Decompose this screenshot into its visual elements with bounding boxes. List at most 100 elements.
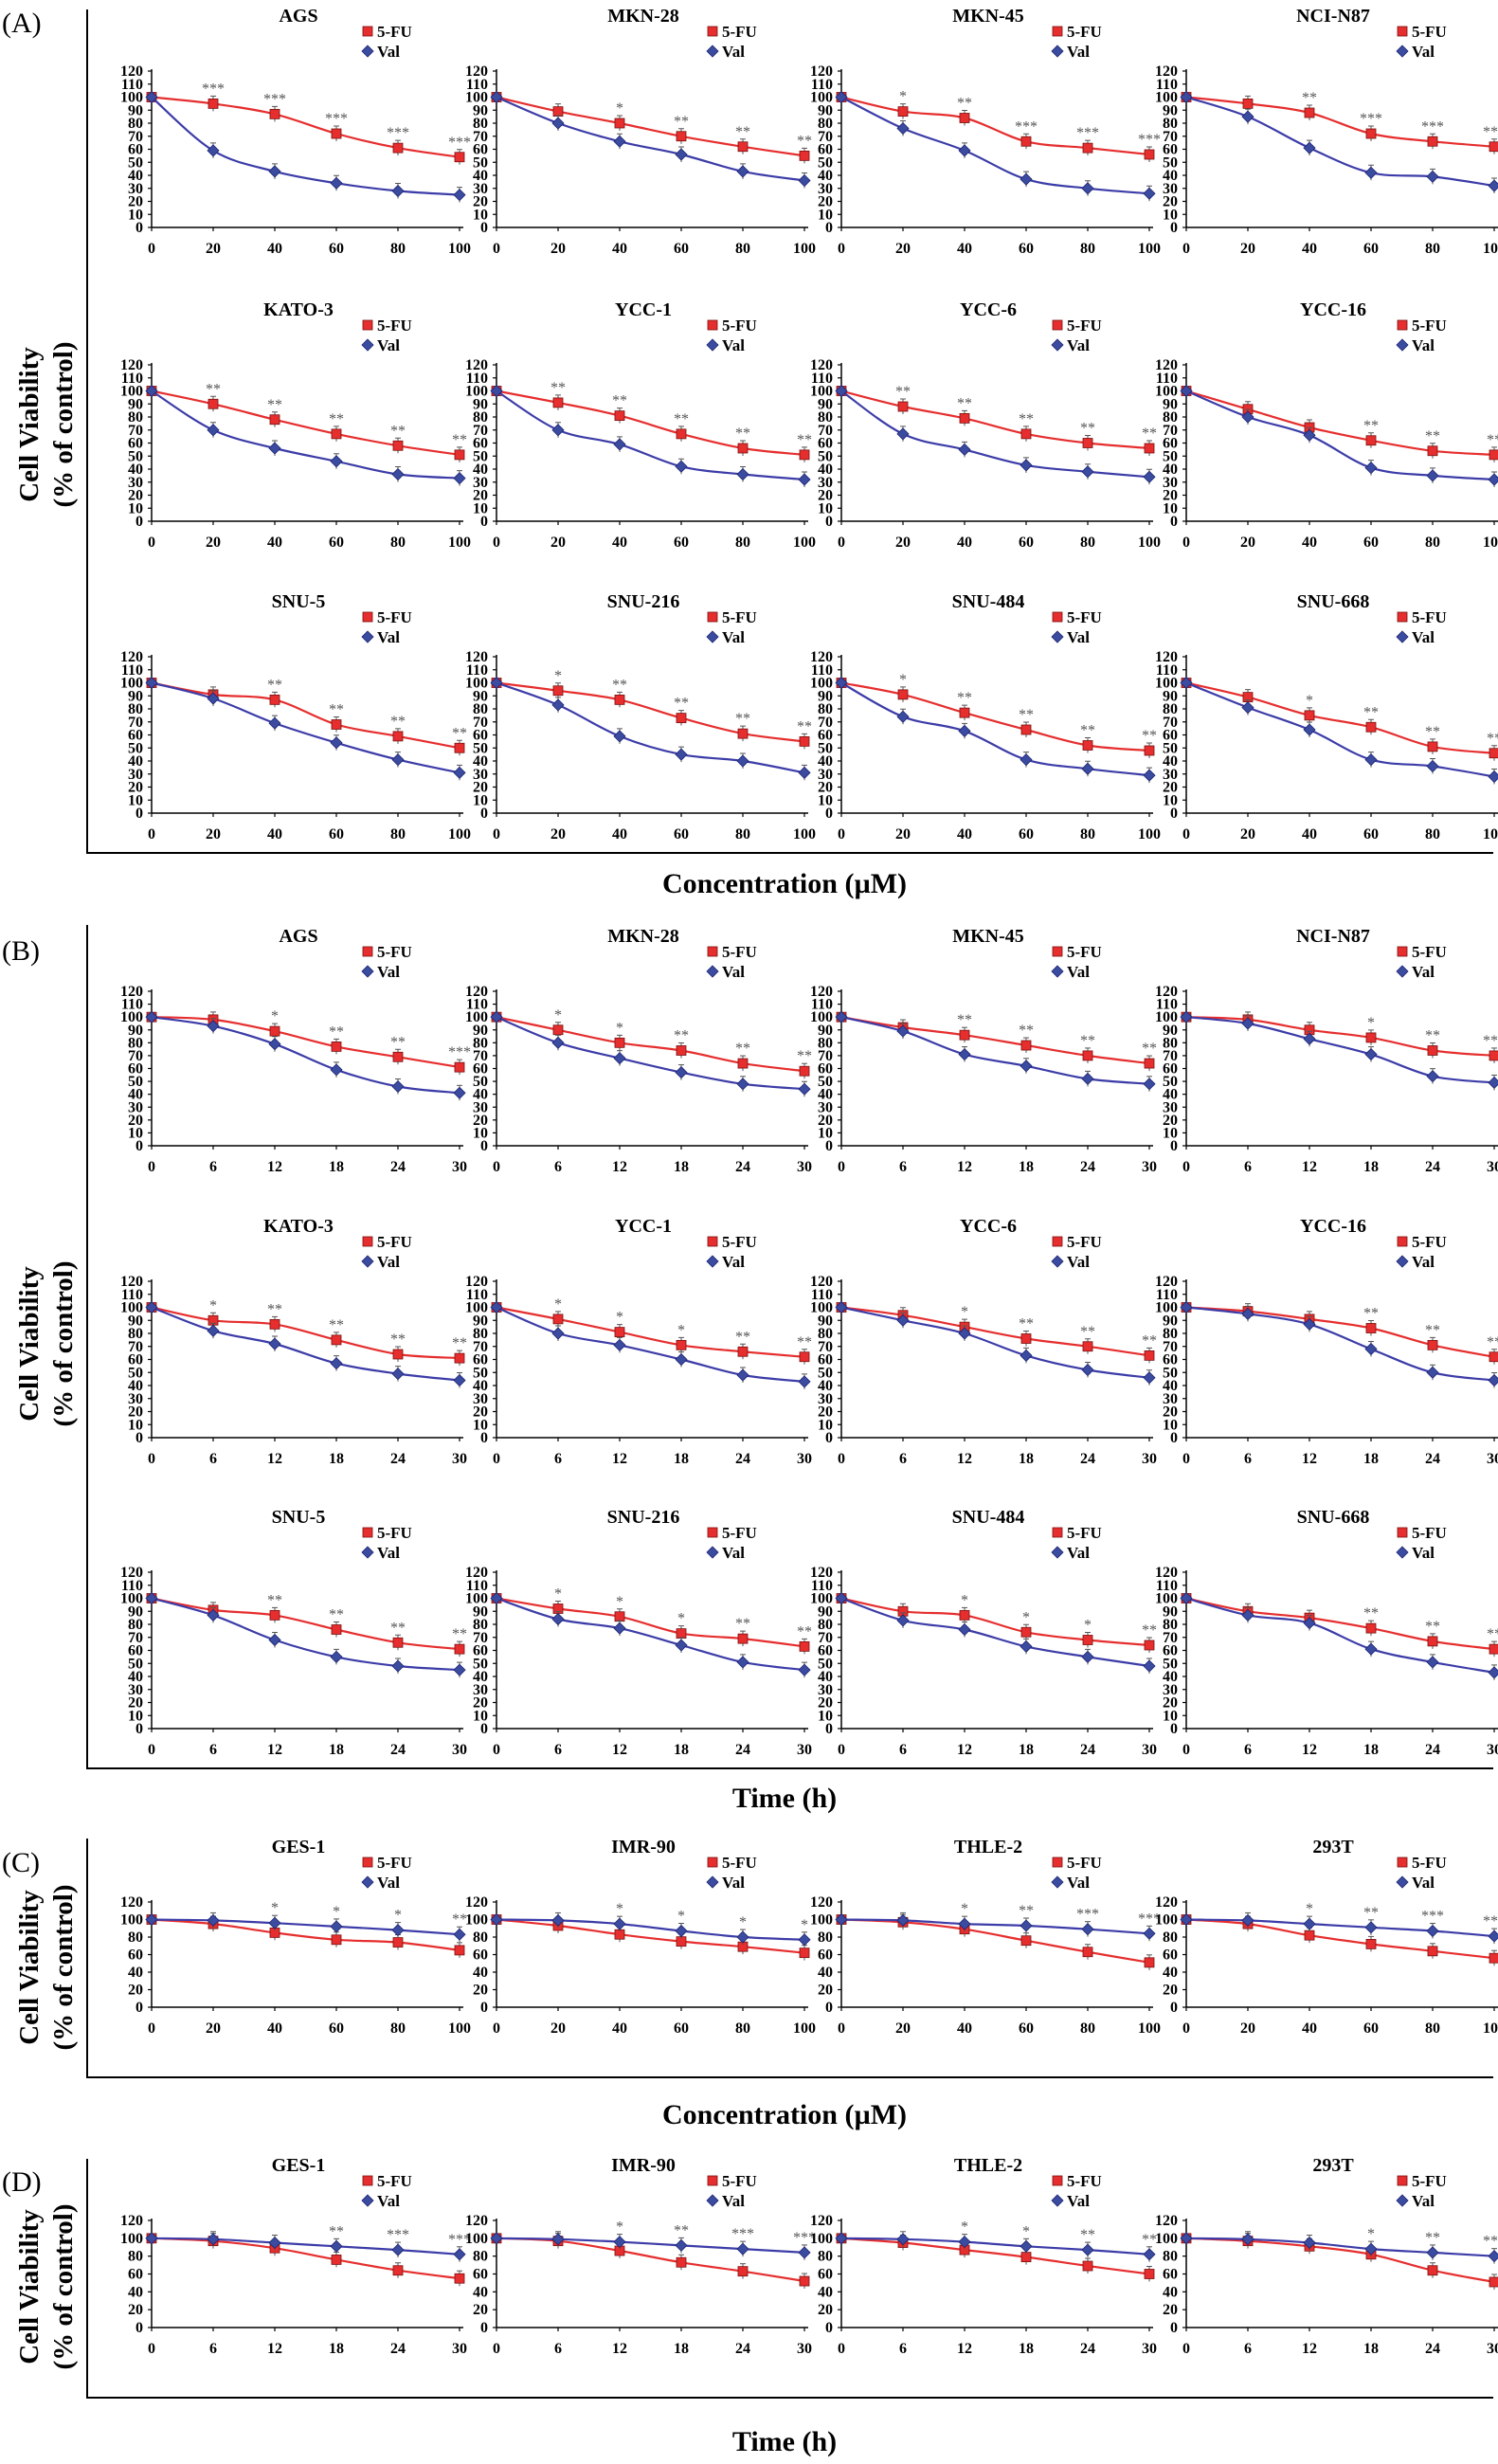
legend-label: Val: [1412, 1253, 1435, 1271]
x-tick-label: 0: [1182, 1159, 1190, 1175]
legend-marker-5fu: [1397, 946, 1408, 957]
x-tick-label: 60: [1363, 534, 1379, 551]
y-tick-label: 100: [810, 2231, 833, 2247]
y-tick-label: 100: [465, 1591, 488, 1607]
data-point-5fu: [959, 113, 970, 123]
y-tick-label: 50: [1163, 448, 1178, 464]
data-point-5fu: [737, 1058, 749, 1069]
x-tick-label: 80: [1425, 241, 1440, 257]
series-line-5fu: [1185, 390, 1495, 456]
x-tick-label: 0: [838, 241, 845, 257]
legend-marker-5fu: [1397, 26, 1408, 37]
subplot-title: SNU-484: [952, 591, 1025, 612]
subplot-title: IMR-90: [611, 1837, 676, 1857]
y-tick-label: 90: [818, 1313, 833, 1329]
series-line-5fu: [840, 1597, 1150, 1647]
y-tick-label: 120: [1155, 63, 1178, 80]
x-tick-label: 20: [1240, 241, 1255, 257]
x-tick-label: 24: [735, 2341, 750, 2357]
data-point-val: [1020, 1060, 1033, 1073]
y-tick-label: 60: [1163, 436, 1178, 452]
x-tick-label: 24: [390, 1159, 406, 1175]
series-line-val: [496, 681, 805, 774]
data-point-5fu: [737, 443, 749, 454]
x-tick-label: 80: [1425, 826, 1440, 842]
legend-label: 5-FU: [1412, 2172, 1447, 2190]
data-point-val: [268, 1337, 281, 1350]
x-tick-label: 18: [329, 1451, 344, 1467]
legend-label: 5-FU: [1067, 1524, 1102, 1542]
series-line-5fu: [1185, 1597, 1495, 1651]
data-point-val: [330, 1920, 343, 1933]
y-tick-label: 40: [818, 1965, 833, 1981]
significance-label: **: [452, 725, 467, 741]
significance-label: *: [616, 1594, 623, 1610]
data-point-5fu: [897, 689, 909, 700]
y-tick-label: 50: [128, 740, 143, 756]
significance-label: **: [390, 1620, 406, 1636]
x-tick-label: 24: [1080, 1742, 1095, 1758]
significance-label: **: [1425, 1027, 1440, 1043]
data-point-val: [1180, 1912, 1193, 1927]
legend-label: 5-FU: [377, 317, 412, 335]
y-tick-label: 10: [1163, 792, 1178, 808]
x-tick-label: 40: [1302, 2020, 1317, 2037]
significance-label: **: [390, 1034, 406, 1050]
y-tick-label: 100: [1155, 90, 1178, 106]
x-tick-label: 80: [735, 241, 750, 257]
data-point-val: [736, 1368, 749, 1382]
data-point-val: [1081, 1363, 1094, 1377]
legend-marker-val: [361, 1255, 374, 1268]
significance-label: *: [1367, 2226, 1375, 2242]
data-point-val: [391, 753, 405, 767]
x-tick-label: 20: [206, 826, 221, 842]
data-point-val: [958, 1622, 971, 1637]
data-point-5fu: [1427, 1045, 1438, 1056]
x-tick-label: 24: [735, 1742, 750, 1758]
y-tick-label: 70: [818, 1048, 833, 1064]
significance-label: ***: [1138, 1911, 1161, 1927]
y-tick-label: 80: [818, 116, 833, 132]
y-tick-label: 120: [810, 2213, 833, 2229]
data-point-val: [1180, 1591, 1193, 1605]
series-line-val: [840, 681, 1150, 777]
data-point-5fu: [552, 106, 564, 118]
data-point-5fu: [1082, 2260, 1093, 2272]
y-tick-label: 60: [1163, 2267, 1178, 2283]
significance-label: **: [957, 395, 972, 411]
data-point-val: [613, 730, 626, 743]
data-point-val: [551, 1327, 565, 1340]
significance-label: **: [1142, 1332, 1157, 1349]
y-tick-label: 110: [811, 1578, 833, 1594]
y-tick-label: 100: [465, 384, 488, 400]
data-point-val: [675, 1066, 688, 1079]
y-tick-label: 40: [128, 1669, 143, 1685]
x-tick-label: 100: [1138, 826, 1161, 842]
significance-label: *: [554, 1586, 562, 1603]
x-axis-label: Time (h): [732, 2426, 837, 2457]
series-line-val: [151, 96, 460, 196]
legend-marker-5fu: [362, 26, 373, 37]
x-tick-label: 80: [390, 826, 406, 842]
series-line-5fu: [496, 1918, 805, 1954]
x-tick-label: 0: [493, 2020, 500, 2037]
y-tick-label: 70: [1163, 129, 1178, 145]
significance-label: ***: [448, 2232, 471, 2248]
significance-label: ***: [1076, 1907, 1099, 1923]
data-point-5fu: [392, 2265, 404, 2276]
y-tick-label: 20: [128, 1404, 143, 1421]
y-tick-label: 100: [465, 1912, 488, 1929]
panel-frame: [86, 925, 1493, 1769]
subplot-title: AGS: [279, 926, 317, 947]
data-point-5fu: [1427, 2265, 1438, 2276]
data-point-5fu: [614, 1037, 625, 1048]
y-tick-label: 30: [473, 1391, 488, 1407]
data-point-val: [1426, 170, 1439, 183]
series-line-val: [1185, 1306, 1495, 1382]
data-point-val: [1426, 1366, 1439, 1379]
data-point-5fu: [331, 1624, 342, 1635]
data-point-val: [391, 184, 405, 198]
data-point-5fu: [1082, 438, 1093, 448]
x-tick-label: 60: [674, 826, 689, 842]
